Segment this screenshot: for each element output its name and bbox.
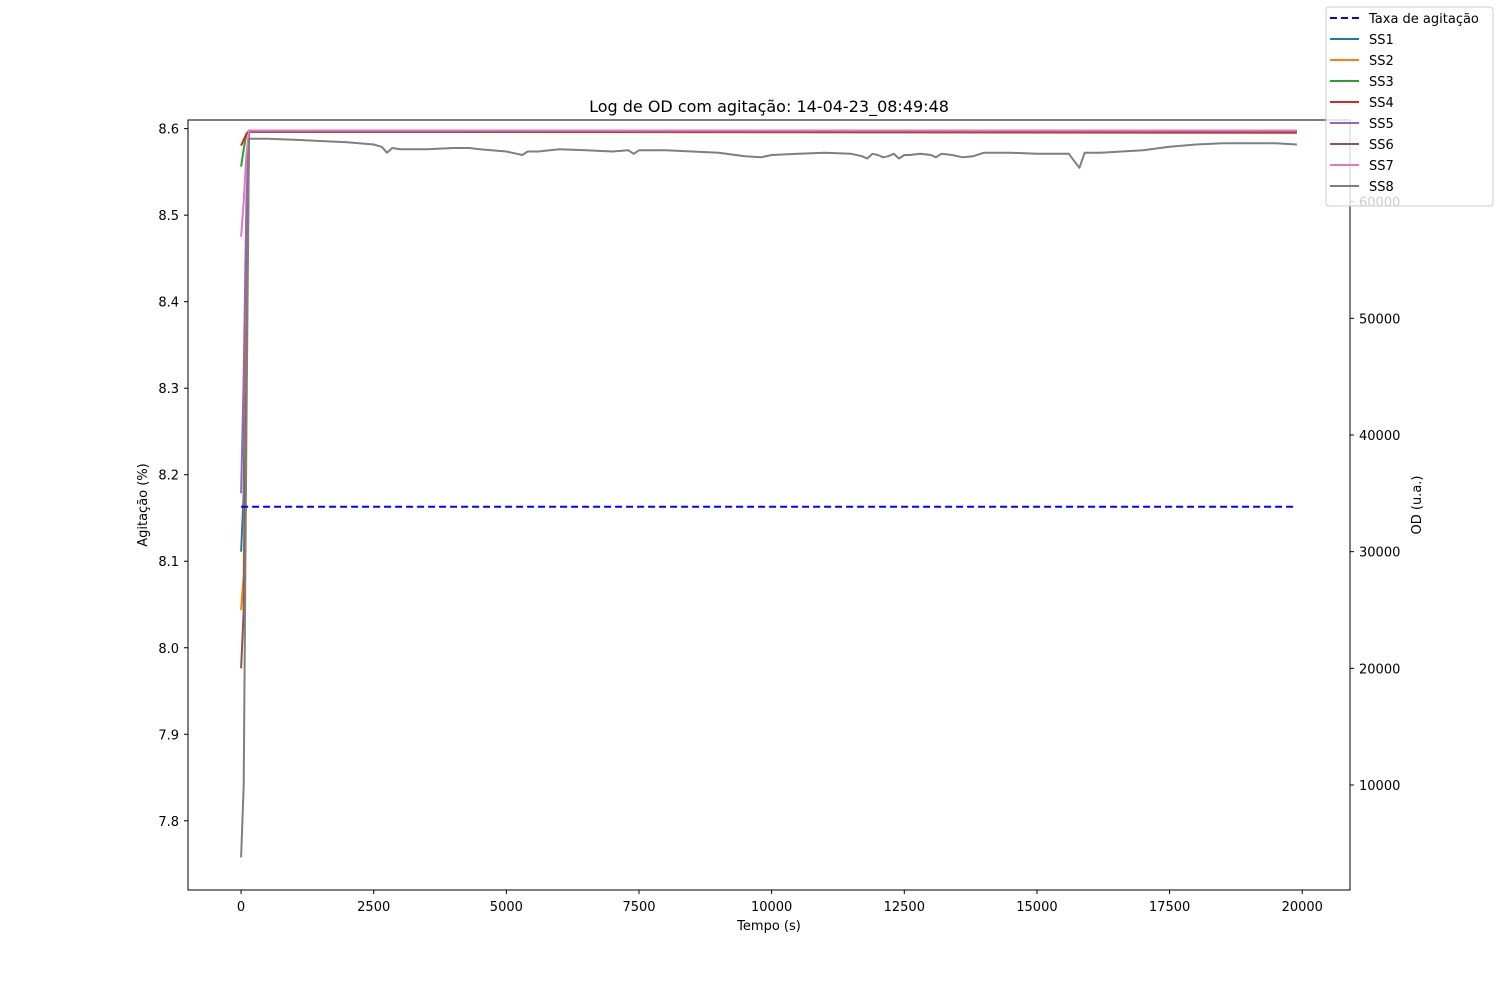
- x-tick-label: 15000: [1016, 900, 1057, 915]
- left-y-tick-label: 8.5: [158, 209, 179, 224]
- series-line-ss6: [240, 130, 1297, 669]
- legend-frame: [1325, 6, 1494, 207]
- left-y-axis-label: Agitação (%): [136, 463, 151, 547]
- left-y-tick-label: 8.3: [158, 382, 179, 397]
- x-tick-label: 7500: [622, 900, 655, 915]
- right-y-tick-label: 50000: [1359, 312, 1400, 327]
- series-line-ss1: [240, 130, 1297, 552]
- left-y-tick-label: 8.4: [158, 296, 179, 311]
- legend-label-ss6: SS6: [1369, 138, 1394, 153]
- x-tick-label: 17500: [1149, 900, 1190, 915]
- series-line-ss5: [240, 129, 1297, 494]
- right-y-axis-label: OD (u.a.): [1410, 476, 1425, 535]
- x-tick-label: 10000: [751, 900, 792, 915]
- left-y-tick-label: 8.1: [158, 555, 179, 570]
- plot-lines: [240, 129, 1297, 858]
- right-y-tick-label: 40000: [1359, 429, 1400, 444]
- right-y-tick-label: 20000: [1359, 662, 1400, 677]
- x-axis-label: Tempo (s): [736, 919, 801, 934]
- legend: Taxa de agitação SS1 SS2 SS3 SS4 SS5 SS6 SS7 SS8: [1325, 6, 1494, 207]
- x-tick-label: 2500: [357, 900, 390, 915]
- x-axis-ticks: 0 2500 5000 7500 10000 12500 15000 17500 20000: [237, 890, 1323, 915]
- series-line-ss7: [240, 129, 1297, 237]
- right-y-axis-ticks: 100002000030000400005000060000: [1350, 196, 1400, 794]
- left-y-tick-label: 8.6: [158, 123, 179, 138]
- series-line-ss4: [240, 130, 1297, 147]
- right-y-tick-label: 30000: [1359, 546, 1400, 561]
- series-line-ss2: [240, 130, 1297, 611]
- plot-area-frame: [187, 119, 1351, 891]
- legend-label-ss2: SS2: [1369, 54, 1394, 69]
- left-y-tick-label: 7.8: [158, 815, 179, 830]
- left-y-tick-label: 8.0: [158, 642, 179, 657]
- x-tick-label: 20000: [1282, 900, 1323, 915]
- legend-label-ss7: SS7: [1369, 159, 1394, 174]
- legend-label-ss1: SS1: [1369, 33, 1394, 48]
- legend-label-taxa-de-agitacao: Taxa de agitação: [1368, 12, 1479, 27]
- right-y-tick-label: 10000: [1359, 779, 1400, 794]
- x-tick-label: 5000: [490, 900, 523, 915]
- x-tick-label: 12500: [884, 900, 925, 915]
- legend-label-ss8: SS8: [1369, 180, 1394, 195]
- legend-label-ss4: SS4: [1369, 96, 1394, 111]
- left-y-tick-label: 7.9: [158, 728, 179, 743]
- legend-label-ss5: SS5: [1369, 117, 1394, 132]
- left-y-tick-label: 8.2: [158, 469, 179, 484]
- chart-title: Log de OD com agitação: 14-04-23_08:49:4…: [589, 97, 949, 117]
- legend-label-ss3: SS3: [1369, 75, 1394, 90]
- left-y-axis-ticks: 7.8 7.9 8.0 8.1 8.2 8.3 8.4 8.5 8.6: [158, 123, 188, 830]
- x-tick-label: 0: [237, 900, 245, 915]
- series-line-ss8: [240, 137, 1297, 858]
